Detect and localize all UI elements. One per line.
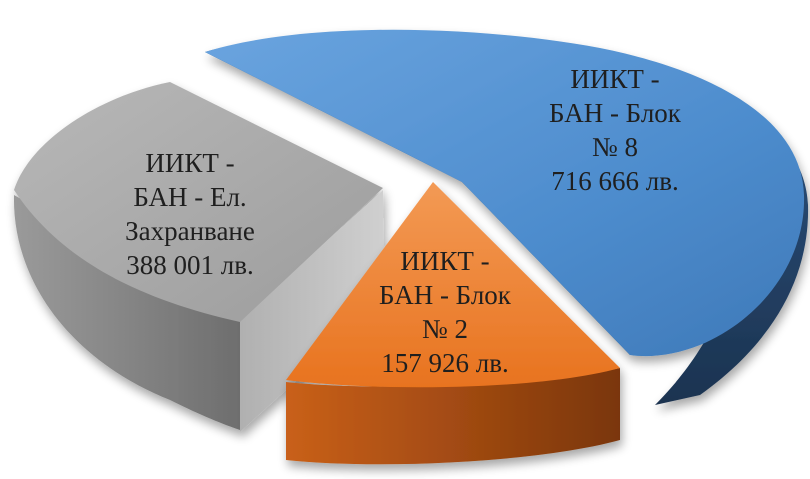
slice-electric-supply-side: [13, 195, 240, 430]
slice-electric-supply: [13, 82, 385, 432]
label-electric-supply-line1: ИИКТ -: [145, 148, 235, 178]
label-blockno2-line1: ИИКТ -: [400, 246, 490, 276]
slice-blockno8: [205, 29, 809, 406]
slice-blockno8-top: [205, 29, 805, 357]
slice-electric-supply-wall: [240, 190, 385, 432]
label-blockno8: ИИКТ - БАН - Блок № 8 716 666 лв.: [525, 62, 705, 198]
label-blockno2-line2: БАН - Блок: [379, 280, 511, 310]
label-electric-supply-value: 388 001 лв.: [126, 250, 254, 280]
label-blockno2: ИИКТ - БАН - Блок № 2 157 926 лв.: [355, 244, 535, 380]
label-blockno8-line2: БАН - Блок: [549, 98, 681, 128]
label-blockno8-line3: № 8: [591, 132, 638, 162]
label-blockno2-line3: № 2: [421, 314, 468, 344]
label-blockno8-value: 716 666 лв.: [551, 166, 679, 196]
label-electric-supply: ИИКТ - БАН - Ел. Захранване 388 001 лв.: [100, 146, 280, 282]
label-electric-supply-line3: Захранване: [125, 216, 255, 246]
slice-blockno2: [286, 182, 620, 465]
label-blockno2-value: 157 926 лв.: [381, 348, 509, 378]
slice-blockno2-side: [286, 368, 620, 465]
slice-blockno2-top: [286, 182, 620, 388]
label-blockno8-line1: ИИКТ -: [570, 64, 660, 94]
label-electric-supply-line2: БАН - Ел.: [133, 182, 247, 212]
slice-electric-supply-top: [14, 82, 383, 322]
